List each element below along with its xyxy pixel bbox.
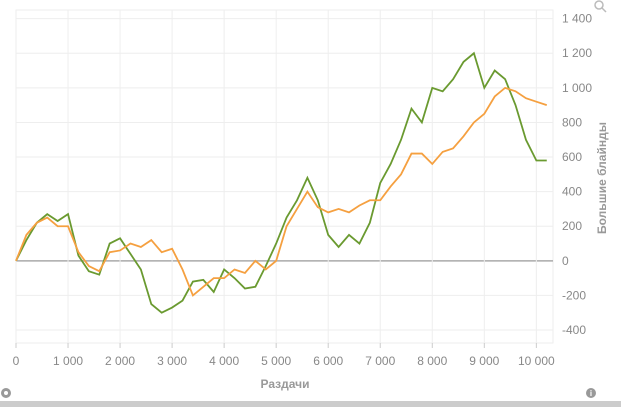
x-tick-label: 6 000 xyxy=(313,354,343,368)
settings-icon-hole xyxy=(4,391,8,395)
x-tick-label: 2 000 xyxy=(105,354,135,368)
y-tick-label: 1 400 xyxy=(562,12,592,26)
y-tick-label: -400 xyxy=(562,323,586,337)
y-tick-label: 0 xyxy=(562,254,569,268)
y-tick-label: 200 xyxy=(562,219,582,233)
plot-area xyxy=(15,9,554,344)
line-series xyxy=(15,86,548,297)
x-tick-label: 10 000 xyxy=(518,354,555,368)
x-tick-label: 0 xyxy=(13,354,20,368)
line-series xyxy=(15,51,547,314)
x-tick-label: 8 000 xyxy=(417,354,447,368)
x-tick-label: 5 000 xyxy=(261,354,291,368)
info-icon[interactable] xyxy=(586,388,596,398)
x-tick-label: 7 000 xyxy=(365,354,395,368)
zoom-icon[interactable] xyxy=(594,0,607,13)
x-tick-label: 4 000 xyxy=(209,354,239,368)
y-tick-label: 400 xyxy=(562,185,582,199)
x-tick-label: 9 000 xyxy=(469,354,499,368)
x-tick-label: 1 000 xyxy=(53,354,83,368)
y-tick-label: -200 xyxy=(562,288,586,302)
y-tick-label: 1 200 xyxy=(562,46,592,60)
x-tick-label: 3 000 xyxy=(157,354,187,368)
y-axis-label: Большие блайнды xyxy=(595,122,609,234)
y-tick-label: 600 xyxy=(562,150,582,164)
y-tick-label: 1 000 xyxy=(562,81,592,95)
y-tick-label: 800 xyxy=(562,115,582,129)
x-axis-label: Раздачи xyxy=(261,377,310,391)
scrollbar[interactable] xyxy=(0,401,621,407)
info-glyph: i xyxy=(590,389,592,398)
